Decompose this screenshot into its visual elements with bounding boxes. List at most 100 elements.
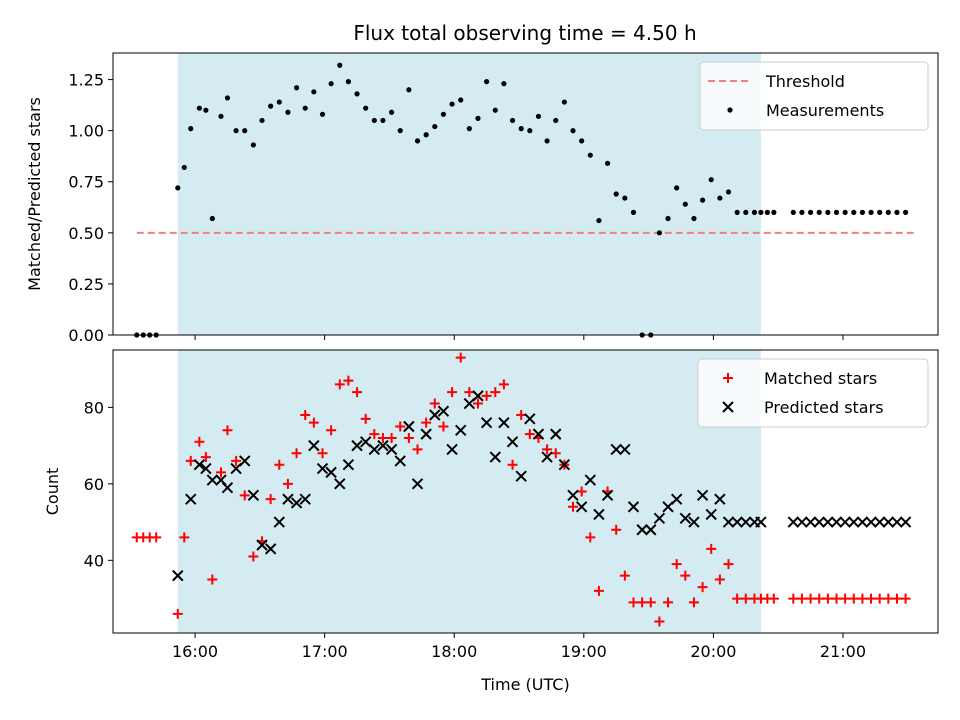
measurement-point <box>475 115 481 121</box>
matched-star-point <box>740 593 751 604</box>
predicted-star-point <box>696 489 709 502</box>
matched-star-point <box>883 593 894 604</box>
measurement-point <box>587 152 593 158</box>
matched-star-point <box>663 597 674 608</box>
predicted-star-point <box>601 489 614 502</box>
y-tick-label: 0.50 <box>68 224 104 243</box>
x-tick-label: 20:00 <box>690 642 736 661</box>
measurement-point <box>743 209 749 215</box>
measurement-point <box>622 195 628 201</box>
matched-star-point <box>637 597 648 608</box>
measurement-point <box>699 197 706 203</box>
matched-star-point <box>680 570 691 581</box>
matched-star-point <box>498 379 509 390</box>
predicted-star-point <box>731 516 743 528</box>
predicted-star-point <box>714 493 726 505</box>
matched-star-point <box>282 478 293 489</box>
ratio-panel: 0.00 0.25 0.50 0.75 1.00 1.25 Matched/Predicte… <box>25 52 939 345</box>
x-axis-label: Time (UTC) <box>480 675 569 694</box>
measurement-point <box>535 113 542 119</box>
measurement-point <box>397 128 403 134</box>
matched-star-point <box>395 421 406 432</box>
predicted-star-point <box>342 459 355 471</box>
predicted-star-point <box>636 524 648 536</box>
predicted-star-point <box>541 451 553 463</box>
predicted-star-point <box>172 569 184 582</box>
matched-star-point <box>421 417 432 428</box>
matched-star-point <box>714 574 725 585</box>
predicted-star-point <box>627 501 640 513</box>
predicted-star-point <box>308 439 320 452</box>
measurement-point <box>337 62 343 68</box>
y-axis-label: Matched/Predicted stars <box>25 97 44 291</box>
predicted-star-point <box>584 474 596 486</box>
measurement-point <box>894 209 900 215</box>
measurement-point <box>311 89 317 95</box>
matched-star-point <box>455 352 466 363</box>
predicted-star-point <box>206 474 219 486</box>
measurement-point <box>406 87 412 93</box>
predicted-star-point <box>891 516 903 528</box>
matched-star-point <box>840 593 851 604</box>
y-tick-label: 0.75 <box>68 173 104 192</box>
predicted-star-point <box>185 493 197 505</box>
predicted-star-point <box>873 516 886 528</box>
measurement-point <box>423 132 429 138</box>
measurement-point <box>859 209 866 215</box>
legend-box <box>699 61 929 131</box>
predicted-star-point <box>670 493 683 505</box>
matched-star-point <box>814 593 825 604</box>
measurement-point <box>380 117 386 124</box>
matched-star-point <box>291 448 302 459</box>
measurement-point <box>371 117 377 124</box>
predicted-star-point <box>740 516 752 528</box>
measurement-point <box>885 209 891 215</box>
predicted-star-point <box>755 516 767 528</box>
matched-star-point <box>447 387 458 398</box>
matched-star-point <box>706 543 717 554</box>
y-tick-label: 0.25 <box>68 275 104 294</box>
measurement-point <box>484 79 490 85</box>
x-tick-label: 18:00 <box>431 642 477 661</box>
matched-star-point <box>723 559 734 570</box>
matched-star-point <box>848 593 859 604</box>
measurement-point <box>466 126 472 132</box>
predicted-star-point <box>653 512 666 524</box>
measurement-point <box>833 209 840 215</box>
y-axis-label: Count <box>43 468 62 516</box>
matched-star-point <box>215 467 226 478</box>
measurement-point <box>432 123 438 130</box>
predicted-star-point <box>334 478 346 490</box>
legend-label: Threshold <box>765 72 845 91</box>
matched-star-point <box>412 444 423 455</box>
measurement-point <box>758 209 764 215</box>
measurement-point <box>553 117 559 124</box>
matched-star-point <box>507 459 518 470</box>
matched-star-point <box>619 570 630 581</box>
measurement-point <box>630 209 637 215</box>
matched-star-point <box>360 413 371 424</box>
matched-star-point <box>200 452 211 463</box>
measurement-point <box>259 117 265 124</box>
measurement-point <box>544 138 550 144</box>
measurement-point <box>276 99 282 105</box>
measurement-point <box>196 105 202 111</box>
predicted-star-point <box>567 489 579 502</box>
predicted-star-point <box>619 443 631 456</box>
matched-star-point <box>481 390 492 401</box>
measurement-point <box>799 209 805 215</box>
measurement-point <box>518 126 524 132</box>
matched-star-point <box>185 455 196 466</box>
measurement-point <box>764 209 770 215</box>
matched-star-point <box>550 448 561 459</box>
predicted-star-point <box>325 466 337 479</box>
legend-box <box>697 358 929 428</box>
matched-star-point <box>231 455 242 466</box>
matched-star-point <box>593 585 604 596</box>
chart-title: Flux total observing time = 4.50 h <box>353 21 696 45</box>
matched-star-point <box>645 597 656 608</box>
measurement-point <box>903 209 909 215</box>
matched-star-point <box>239 490 250 501</box>
predicted-star-point <box>830 516 843 528</box>
measurement-point <box>188 126 194 132</box>
